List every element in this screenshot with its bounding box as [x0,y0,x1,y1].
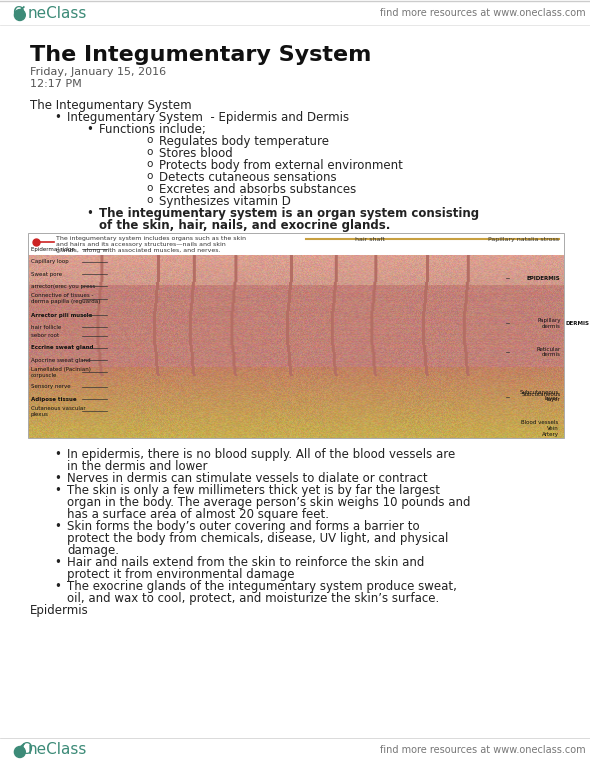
Text: Protects body from external environment: Protects body from external environment [159,159,403,172]
Text: Eccrine sweat gland: Eccrine sweat gland [31,345,93,350]
Text: Arrector pili muscle: Arrector pili muscle [31,313,92,317]
Text: o: o [147,183,154,193]
Text: Capillary loop: Capillary loop [31,259,68,264]
Text: damage.: damage. [67,544,120,557]
Text: Papillary
dermis: Papillary dermis [537,318,560,329]
Text: The integumentary system includes organs such as the skin
and hairs and its acce: The integumentary system includes organs… [55,236,246,253]
Circle shape [14,746,26,758]
Text: Hair and nails extend from the skin to reinforce the skin and: Hair and nails extend from the skin to r… [67,556,425,569]
Text: Sweat pore: Sweat pore [31,272,62,276]
Text: o: o [147,171,154,181]
Text: Regulates body temperature: Regulates body temperature [159,135,329,148]
Text: hair follicle: hair follicle [31,325,61,330]
Text: find more resources at www.oneclass.com: find more resources at www.oneclass.com [380,8,585,18]
Text: Reticular
dermis: Reticular dermis [536,346,560,357]
Text: organ in the body. The average person’s skin weighs 10 pounds and: organ in the body. The average person’s … [67,496,471,509]
Text: Detects cutaneous sensations: Detects cutaneous sensations [159,171,336,184]
Text: In epidermis, there is no blood supply. All of the blood vessels are: In epidermis, there is no blood supply. … [67,448,456,461]
Text: •: • [86,123,93,136]
Text: •: • [55,472,61,485]
Text: Integumentary System  - Epidermis and Dermis: Integumentary System - Epidermis and Der… [67,111,350,124]
Text: Adipose tissue: Adipose tissue [31,397,76,401]
Text: Papillary natalia stross: Papillary natalia stross [488,237,559,242]
Text: •: • [55,111,61,124]
Text: of the skin, hair, nails, and exocrine glands.: of the skin, hair, nails, and exocrine g… [99,219,390,232]
Text: Stores blood: Stores blood [159,147,233,160]
Text: O: O [12,5,24,21]
Text: O: O [20,742,32,758]
Text: The integumentary system is an organ system consisting: The integumentary system is an organ sys… [99,207,480,220]
Text: •: • [55,448,61,461]
Text: Sensory nerve: Sensory nerve [31,384,70,390]
Text: 12:17 PM: 12:17 PM [30,79,82,89]
Text: Lamellated (Pacinian)
corpuscle: Lamellated (Pacinian) corpuscle [31,367,90,378]
Text: Excretes and absorbs substances: Excretes and absorbs substances [159,183,356,196]
Text: arrector(erec you press: arrector(erec you press [31,284,95,289]
Text: Blood vessels
Vein
Artery: Blood vessels Vein Artery [521,420,559,437]
Text: protect it from environmental damage: protect it from environmental damage [67,568,295,581]
Text: Synthesizes vitamin D: Synthesizes vitamin D [159,195,290,208]
Text: Functions include;: Functions include; [99,123,206,136]
Text: Epidermis: Epidermis [30,604,89,617]
Text: •: • [86,207,93,220]
Text: EPIDERMIS: EPIDERMIS [527,276,560,280]
Text: Apocrine sweat gland: Apocrine sweat gland [31,357,90,363]
Text: sebor root: sebor root [31,333,59,338]
Text: neClass: neClass [28,5,87,21]
Text: DERMIS: DERMIS [566,320,590,326]
Text: Cutaneous vascular
plexus: Cutaneous vascular plexus [31,406,86,417]
Text: The Integumentary System: The Integumentary System [30,99,192,112]
Text: Skin forms the body’s outer covering and forms a barrier to: Skin forms the body’s outer covering and… [67,520,420,533]
Text: •: • [55,484,61,497]
Text: find more resources at www.oneclass.com: find more resources at www.oneclass.com [380,745,585,755]
Text: in the dermis and lower: in the dermis and lower [67,460,208,473]
Text: o: o [147,195,154,205]
Circle shape [14,9,26,21]
Text: Subcutaneous
layer: Subcutaneous layer [519,390,559,401]
Text: •: • [55,556,61,569]
Text: Nerves in dermis can stimulate vessels to dialate or contract: Nerves in dermis can stimulate vessels t… [67,472,428,485]
Text: o: o [147,135,154,145]
Text: Connective of tissues -
derma papilla (reguarda): Connective of tissues - derma papilla (r… [31,293,100,304]
Text: o: o [147,159,154,169]
Text: •: • [55,580,61,593]
Text: neClass: neClass [28,742,87,758]
Text: Subcutaneous
layer: Subcutaneous layer [521,392,560,403]
Text: oil, and wax to cool, protect, and moisturize the skin’s surface.: oil, and wax to cool, protect, and moist… [67,592,440,605]
Text: protect the body from chemicals, disease, UV light, and physical: protect the body from chemicals, disease… [67,532,449,545]
Text: Friday, January 15, 2016: Friday, January 15, 2016 [30,67,166,77]
Text: o: o [147,147,154,157]
Text: The skin is only a few millimeters thick yet is by far the largest: The skin is only a few millimeters thick… [67,484,440,497]
Text: has a surface area of almost 20 square feet.: has a surface area of almost 20 square f… [67,508,330,521]
Text: The exocrine glands of the integumentary system produce sweat,: The exocrine glands of the integumentary… [67,580,458,593]
Text: •: • [55,520,61,533]
Text: Epidermal ridge: Epidermal ridge [31,247,74,252]
Text: The Integumentary System: The Integumentary System [30,45,371,65]
Text: hair shaft: hair shaft [355,237,385,242]
